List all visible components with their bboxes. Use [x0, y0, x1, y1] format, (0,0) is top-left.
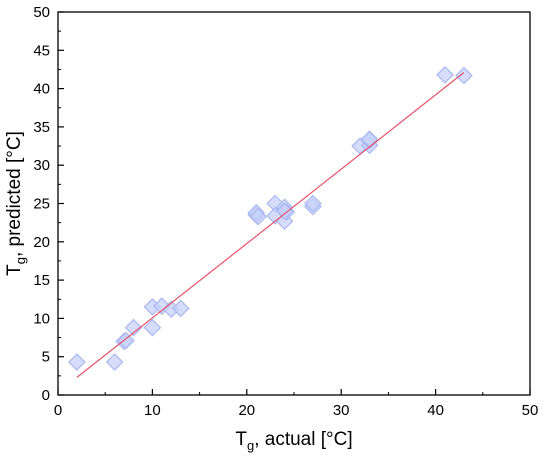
data-point-marker: [455, 66, 473, 85]
data-point-marker: [117, 331, 135, 350]
y-tick-label: 10: [33, 310, 50, 327]
data-point-marker: [124, 318, 143, 337]
y-tick-label: 35: [33, 119, 50, 136]
y-axis-title-rest: , predicted [°C]: [4, 131, 25, 257]
y-tick-label: 50: [33, 4, 50, 21]
data-point-marker: [436, 65, 454, 84]
data-point-marker: [249, 207, 267, 226]
y-tick-label: 15: [33, 272, 50, 289]
y-axis-title-sub: g: [13, 257, 28, 264]
data-point-marker: [68, 353, 86, 371]
x-tick-label: 0: [54, 402, 62, 419]
x-tick-label: 10: [144, 402, 161, 419]
x-tick-label: 50: [522, 402, 539, 419]
y-tick-label: 25: [33, 196, 50, 213]
y-tick-label: 20: [33, 234, 50, 251]
marker-series: [68, 65, 473, 371]
y-tick-label: 5: [42, 349, 50, 366]
x-axis-title-rest: , actual [°C]: [254, 429, 352, 450]
x-tick-label: 40: [427, 402, 444, 419]
y-tick-label: 40: [33, 81, 50, 98]
data-point-marker: [304, 194, 322, 213]
y-axis-title-main: T: [4, 264, 25, 276]
data-point-marker: [105, 353, 124, 371]
y-tick-label: 0: [42, 387, 50, 404]
y-tick-label: 45: [33, 42, 50, 59]
x-tick-label: 30: [333, 402, 350, 419]
fit-line: [76, 72, 465, 378]
y-axis-title: Tg, predicted [°C]: [4, 131, 28, 276]
x-axis-title-sub: g: [247, 438, 254, 453]
x-tick-label: 20: [238, 402, 255, 419]
axes: 0 10 20 30 40 50 0 5 10 15 20 25 30 35 40 45 50: [33, 4, 538, 419]
data-point-marker: [143, 318, 162, 337]
data-point-marker: [171, 299, 190, 318]
x-axis-title-main: T: [235, 429, 247, 450]
plot-area: [68, 65, 473, 378]
data-point-marker: [275, 202, 294, 221]
x-axis-title: Tg, actual [°C]: [235, 429, 352, 453]
y-tick-label: 30: [33, 157, 50, 174]
